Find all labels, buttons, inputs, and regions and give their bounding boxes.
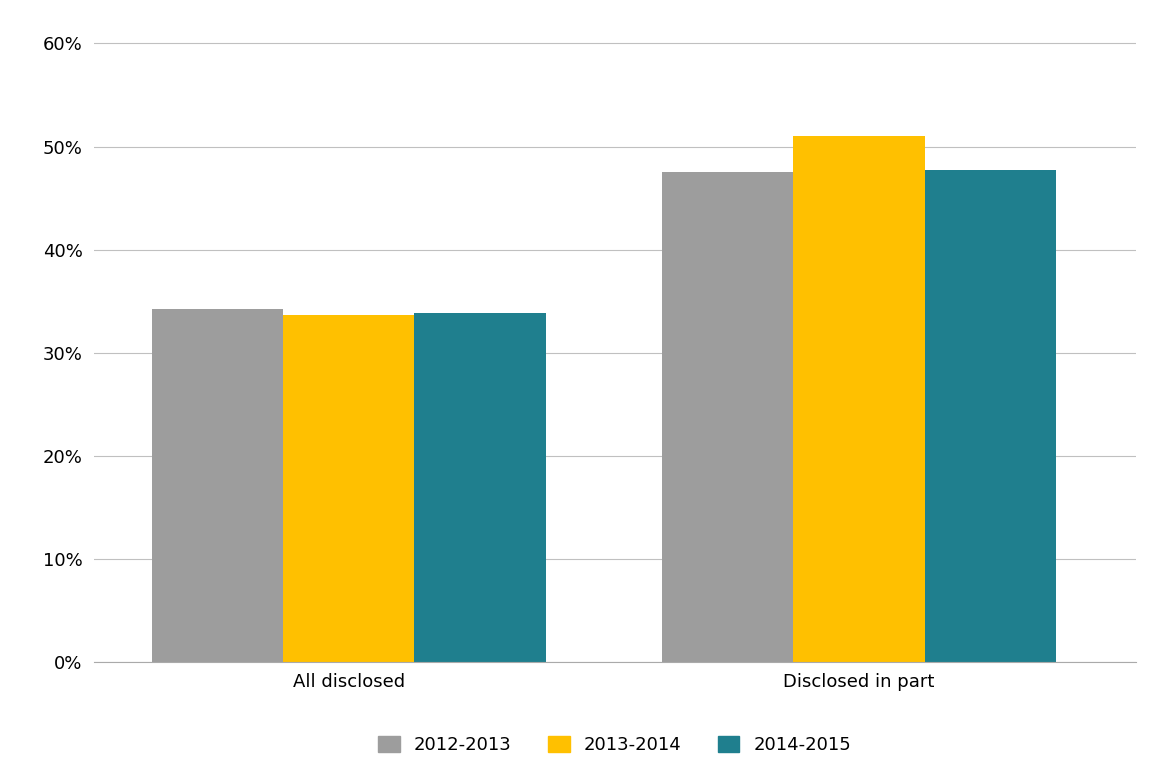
Bar <box>283 314 415 662</box>
Bar <box>415 313 546 662</box>
Bar <box>662 172 793 662</box>
Bar <box>152 310 283 662</box>
Bar <box>925 170 1056 662</box>
Bar <box>793 136 925 662</box>
Legend: 2012-2013, 2013-2014, 2014-2015: 2012-2013, 2013-2014, 2014-2015 <box>371 728 858 761</box>
